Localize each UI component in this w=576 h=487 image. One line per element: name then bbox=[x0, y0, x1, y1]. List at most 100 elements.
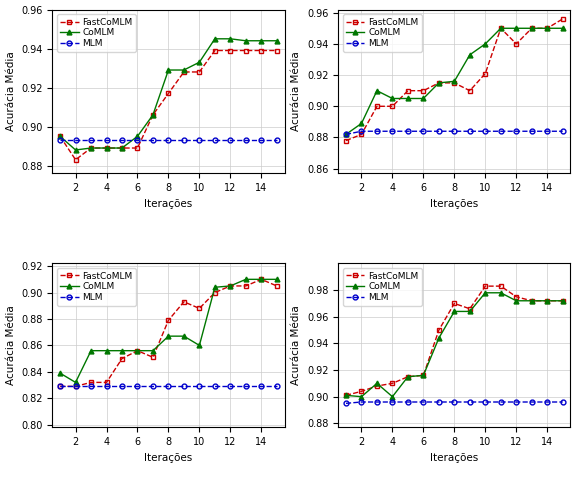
MLM bbox=[389, 399, 396, 405]
FastCoMLM bbox=[513, 294, 520, 300]
CoMLM bbox=[196, 342, 203, 348]
CoMLM bbox=[134, 133, 141, 139]
X-axis label: Iterações: Iterações bbox=[430, 452, 479, 463]
CoMLM bbox=[404, 95, 411, 101]
FastCoMLM bbox=[180, 69, 187, 75]
CoMLM bbox=[150, 348, 157, 354]
CoMLM bbox=[274, 277, 281, 282]
CoMLM bbox=[343, 131, 350, 137]
Line: FastCoMLM: FastCoMLM bbox=[343, 17, 565, 143]
MLM bbox=[180, 137, 187, 143]
Line: MLM: MLM bbox=[58, 384, 279, 389]
CoMLM bbox=[258, 277, 265, 282]
MLM bbox=[451, 399, 458, 405]
Line: MLM: MLM bbox=[343, 129, 565, 137]
FastCoMLM bbox=[258, 277, 265, 282]
Legend: FastCoMLM, CoMLM, MLM: FastCoMLM, CoMLM, MLM bbox=[343, 14, 422, 52]
MLM bbox=[258, 383, 265, 389]
MLM bbox=[343, 400, 350, 406]
MLM bbox=[88, 137, 94, 143]
CoMLM bbox=[103, 145, 110, 151]
CoMLM bbox=[420, 95, 427, 101]
MLM bbox=[258, 137, 265, 143]
FastCoMLM bbox=[227, 48, 234, 54]
FastCoMLM bbox=[389, 380, 396, 386]
FastCoMLM bbox=[103, 145, 110, 151]
FastCoMLM bbox=[180, 299, 187, 305]
Legend: FastCoMLM, CoMLM, MLM: FastCoMLM, CoMLM, MLM bbox=[57, 14, 136, 52]
MLM bbox=[373, 129, 380, 134]
MLM bbox=[467, 399, 473, 405]
MLM bbox=[544, 129, 551, 134]
FastCoMLM bbox=[544, 298, 551, 304]
CoMLM bbox=[497, 290, 504, 296]
FastCoMLM bbox=[196, 69, 203, 75]
CoMLM bbox=[435, 335, 442, 341]
CoMLM bbox=[242, 277, 249, 282]
Legend: FastCoMLM, CoMLM, MLM: FastCoMLM, CoMLM, MLM bbox=[343, 268, 422, 306]
Line: CoMLM: CoMLM bbox=[58, 37, 279, 152]
MLM bbox=[482, 129, 489, 134]
CoMLM bbox=[165, 333, 172, 339]
FastCoMLM bbox=[72, 383, 79, 389]
FastCoMLM bbox=[56, 133, 63, 139]
MLM bbox=[242, 383, 249, 389]
CoMLM bbox=[227, 283, 234, 289]
Line: FastCoMLM: FastCoMLM bbox=[343, 284, 565, 398]
FastCoMLM bbox=[467, 88, 473, 94]
FastCoMLM bbox=[227, 283, 234, 289]
CoMLM bbox=[343, 393, 350, 398]
FastCoMLM bbox=[165, 318, 172, 323]
FastCoMLM bbox=[134, 348, 141, 354]
FastCoMLM bbox=[150, 355, 157, 360]
MLM bbox=[211, 383, 218, 389]
FastCoMLM bbox=[211, 48, 218, 54]
CoMLM bbox=[513, 298, 520, 304]
CoMLM bbox=[373, 88, 380, 94]
FastCoMLM bbox=[343, 393, 350, 398]
MLM bbox=[274, 137, 281, 143]
CoMLM bbox=[134, 348, 141, 354]
CoMLM bbox=[528, 25, 535, 31]
MLM bbox=[119, 383, 126, 389]
CoMLM bbox=[467, 52, 473, 58]
CoMLM bbox=[150, 112, 157, 118]
MLM bbox=[420, 129, 427, 134]
MLM bbox=[513, 399, 520, 405]
FastCoMLM bbox=[435, 327, 442, 333]
CoMLM bbox=[451, 308, 458, 314]
FastCoMLM bbox=[420, 88, 427, 94]
Y-axis label: Acurácia Média: Acurácia Média bbox=[6, 305, 16, 385]
FastCoMLM bbox=[528, 25, 535, 31]
FastCoMLM bbox=[404, 88, 411, 94]
CoMLM bbox=[196, 59, 203, 65]
MLM bbox=[227, 383, 234, 389]
CoMLM bbox=[88, 348, 94, 354]
Line: CoMLM: CoMLM bbox=[343, 26, 565, 137]
FastCoMLM bbox=[373, 383, 380, 389]
FastCoMLM bbox=[88, 379, 94, 385]
CoMLM bbox=[497, 25, 504, 31]
CoMLM bbox=[274, 38, 281, 44]
MLM bbox=[103, 137, 110, 143]
FastCoMLM bbox=[343, 138, 350, 144]
MLM bbox=[227, 137, 234, 143]
MLM bbox=[559, 129, 566, 134]
CoMLM bbox=[513, 25, 520, 31]
CoMLM bbox=[227, 36, 234, 42]
MLM bbox=[497, 129, 504, 134]
FastCoMLM bbox=[482, 71, 489, 76]
MLM bbox=[482, 399, 489, 405]
CoMLM bbox=[420, 373, 427, 378]
FastCoMLM bbox=[258, 48, 265, 54]
MLM bbox=[150, 383, 157, 389]
CoMLM bbox=[482, 41, 489, 47]
MLM bbox=[435, 129, 442, 134]
CoMLM bbox=[559, 298, 566, 304]
Legend: FastCoMLM, CoMLM, MLM: FastCoMLM, CoMLM, MLM bbox=[57, 268, 136, 306]
CoMLM bbox=[528, 298, 535, 304]
MLM bbox=[559, 399, 566, 405]
CoMLM bbox=[544, 298, 551, 304]
MLM bbox=[528, 399, 535, 405]
FastCoMLM bbox=[103, 379, 110, 385]
